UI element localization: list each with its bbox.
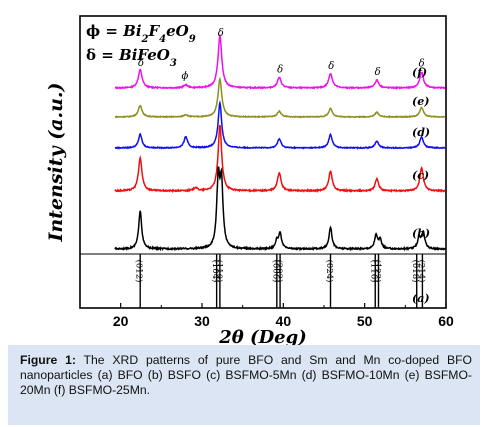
x-tick-label: 60 (438, 313, 454, 329)
peak-annotation: δ (419, 58, 425, 69)
reference-hkl-label: (110) (213, 260, 224, 283)
reference-hkl-label: (104) (210, 260, 221, 283)
x-tick-label: 20 (113, 313, 129, 329)
y-axis-label: Intensity (a.u.) (45, 82, 67, 242)
reference-hkl-label: (116) (369, 260, 380, 283)
x-axis-label: 2θ (Deg) (218, 327, 306, 345)
series-line (114, 124, 446, 194)
peak-annotation: δ (277, 65, 283, 76)
series-label: (f) (412, 66, 427, 79)
x-tick-label: 30 (194, 313, 210, 329)
series-line (114, 76, 446, 119)
series-label: (c) (412, 169, 429, 182)
figure-caption: Figure 1: The XRD patterns of pure BFO a… (20, 353, 472, 398)
reference-hkl-label: (214) (416, 260, 427, 283)
series-line (114, 33, 446, 91)
x-tick-label: 40 (276, 313, 292, 329)
peak-annotation: δ (218, 28, 224, 39)
reference-hkl-label: (202) (274, 260, 285, 283)
reference-hkl-label: (012) (134, 260, 145, 283)
series-label: (e) (412, 95, 429, 108)
legend-entry: δ = BiFeO3 (86, 46, 177, 69)
reference-hkl-label: (122) (372, 260, 383, 283)
legend-entry: ϕ = Bi2F4eO9 (86, 22, 196, 45)
caption-label: Figure 1: (20, 353, 76, 367)
peak-annotation: δ (138, 58, 144, 69)
reference-hkl-label: (024) (324, 260, 335, 283)
caption-box: Figure 1: The XRD patterns of pure BFO a… (8, 345, 480, 425)
xrd-chart: 20 30 40 50 60 2θ (Deg) Intensity (a.u.) (f) δ ϕ δ… (45, 15, 454, 345)
peak-annotation: δ (328, 61, 334, 72)
series-label: (b) (412, 227, 430, 240)
peak-annotation: δ (375, 67, 381, 78)
peak-annotation: ϕ (182, 71, 189, 82)
series-line (114, 99, 446, 150)
plot-frame (79, 15, 447, 309)
series-label: (d) (412, 126, 430, 139)
series-line (114, 166, 446, 252)
caption-text: The XRD patterns of pure BFO and Sm and … (20, 353, 472, 397)
reference-hkl-label: (018) (410, 260, 421, 283)
x-tick-label: 50 (357, 313, 373, 329)
reference-hkl-label: (006) (270, 260, 281, 283)
reference-label: (a) (412, 292, 430, 305)
